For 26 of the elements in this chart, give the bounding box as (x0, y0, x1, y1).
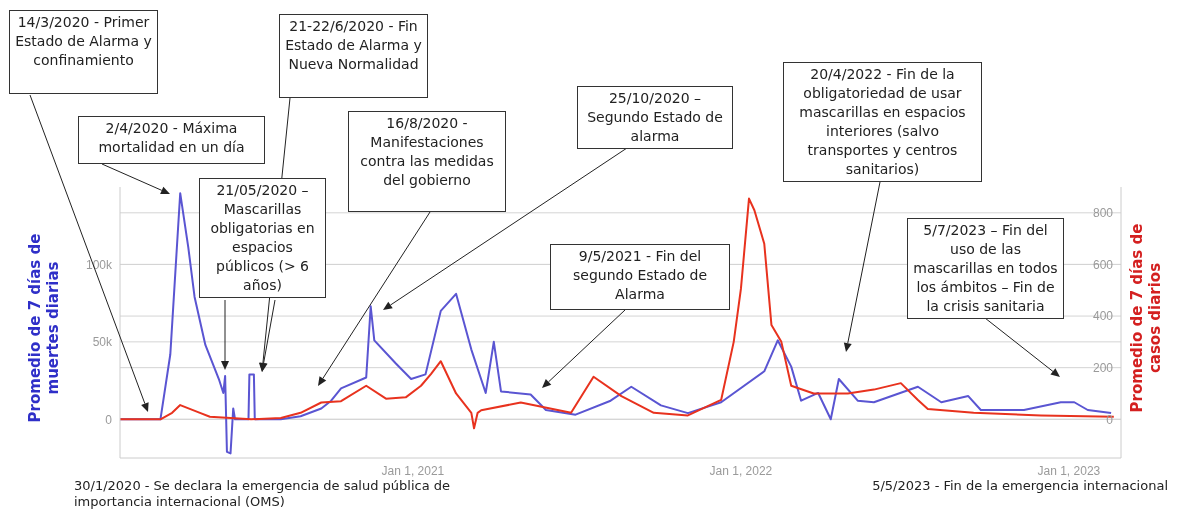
text: 30/1/2020 - Se declara la emergencia de salud pública de importancia internacional (OMS) (74, 478, 451, 509)
callout-box: 5/7/2023 – Fin del uso de las mascarillas en todos los ámbitos – Fin de la crisis sanitaria (907, 218, 1064, 319)
callout-box: 21-22/6/2020 - Fin Estado de Alarma y Nueva Normalidad (279, 14, 428, 98)
y2-tick-label: 800 (1092, 206, 1114, 221)
text: 5/5/2023 - Fin de la emergencia internacional (872, 478, 1168, 493)
annotation: 16/8/2020 - Manifestaciones contra las medidas del gobierno (360, 115, 494, 188)
callout-box: 16/8/2020 - Manifestaciones contra las medidas del gobierno (348, 111, 506, 212)
y-tick-label: 50k (92, 335, 113, 350)
callout-box: 21/05/2020 – Mascarillas obligatorias en espacios públicos (> 6 años) (199, 178, 326, 298)
y-tick-label: 0 (105, 412, 113, 427)
y2-tick-label: 200 (1092, 360, 1114, 375)
annotation: 21/05/2020 – Mascarillas obligatorias en espacios públicos (> 6 años) (210, 182, 315, 293)
callout-box: 2/4/2020 - Máxima mortalidad en un día (78, 116, 265, 164)
x-tick-label: Jan 1, 2023 (1037, 463, 1101, 478)
x-tick-label: Jan 1, 2021 (381, 463, 445, 478)
annotation: 5/7/2023 – Fin del uso de las mascarillas en todos los ámbitos – Fin de la crisis sanitaria (913, 222, 1058, 314)
y-axis-title: Promedio de 7 días de muertes diarias (26, 232, 63, 425)
y2-tick-label: 600 (1092, 257, 1114, 272)
annotation: 9/5/2021 - Fin del segundo Estado de Alarma (572, 248, 708, 302)
callout-box: 9/5/2021 - Fin del segundo Estado de Alarma (550, 244, 730, 310)
y2-axis-title: Promedio de 7 días de casos diarios (1128, 222, 1165, 415)
callout-box: 25/10/2020 – Segundo Estado de alarma (577, 86, 733, 149)
x-tick-label: Jan 1, 2022 (709, 463, 773, 478)
callout-box: 14/3/2020 - Primer Estado de Alarma y confinamiento (9, 10, 158, 94)
callout-box: 20/4/2022 - Fin de la obligatoriedad de usar mascarillas en espacios interiores (salvo transportes y centros sanitarios) (783, 62, 982, 182)
y2-tick-label: 400 (1092, 309, 1114, 324)
